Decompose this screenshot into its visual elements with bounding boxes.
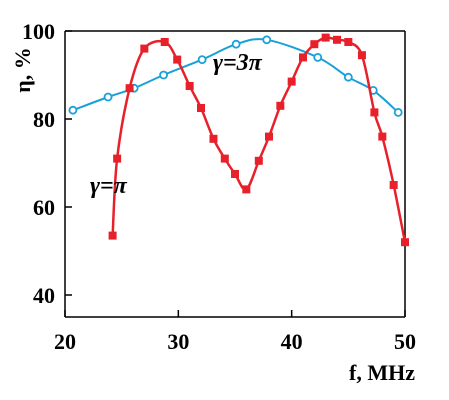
- data-point: [68, 105, 78, 115]
- data-point: [197, 104, 205, 112]
- data-point: [254, 156, 263, 165]
- data-point: [231, 170, 239, 178]
- y-tick-label: 100: [22, 19, 55, 44]
- data-point: [343, 72, 353, 82]
- data-point: [357, 51, 366, 60]
- series-0: [108, 33, 409, 247]
- plot-frame: [64, 30, 406, 318]
- data-point: [197, 55, 207, 64]
- data-point: [220, 154, 229, 163]
- data-point: [313, 53, 323, 62]
- annotation-gamma-pi: γ=π: [90, 173, 128, 199]
- y-axis-label: η, %: [10, 47, 35, 93]
- data-point: [242, 185, 251, 194]
- axis-ticks: 20 30 40 50 40 60 80 100: [22, 19, 416, 354]
- data-point: [140, 44, 149, 53]
- x-tick-label: 20: [54, 329, 76, 354]
- x-tick-label: 50: [394, 329, 416, 354]
- data-point: [262, 35, 272, 45]
- x-tick-label: 40: [281, 329, 303, 354]
- data-point: [344, 38, 353, 46]
- data-point: [113, 154, 122, 163]
- labels-layer: η, % f, MHz γ=π γ=3π: [10, 47, 415, 385]
- annotation-gamma-3pi: γ=3π: [213, 50, 263, 76]
- data-point: [389, 181, 398, 189]
- data-point: [103, 92, 113, 102]
- y-tick-label: 40: [33, 283, 55, 308]
- data-point: [333, 35, 341, 44]
- data-point: [159, 70, 169, 80]
- y-tick-label: 80: [33, 107, 55, 132]
- data-point: [299, 53, 307, 62]
- data-point: [393, 108, 403, 117]
- data-point: [185, 82, 194, 90]
- data-point: [276, 101, 285, 110]
- data-point: [265, 132, 273, 141]
- data-point: [310, 40, 319, 49]
- data-point: [401, 238, 409, 247]
- data-point: [125, 84, 134, 93]
- data-point: [173, 55, 182, 64]
- y-tick-label: 60: [33, 195, 55, 220]
- series-1: [68, 35, 403, 117]
- data-point: [370, 108, 379, 117]
- data-point: [108, 231, 117, 240]
- data-point: [287, 77, 296, 86]
- data-point: [231, 39, 241, 49]
- x-tick-label: 30: [167, 329, 189, 354]
- data-point: [209, 134, 218, 143]
- series-layer: [68, 33, 409, 247]
- data-point: [378, 132, 387, 141]
- x-axis-label: f, MHz: [349, 360, 415, 385]
- data-point: [160, 38, 169, 46]
- data-point: [321, 33, 330, 42]
